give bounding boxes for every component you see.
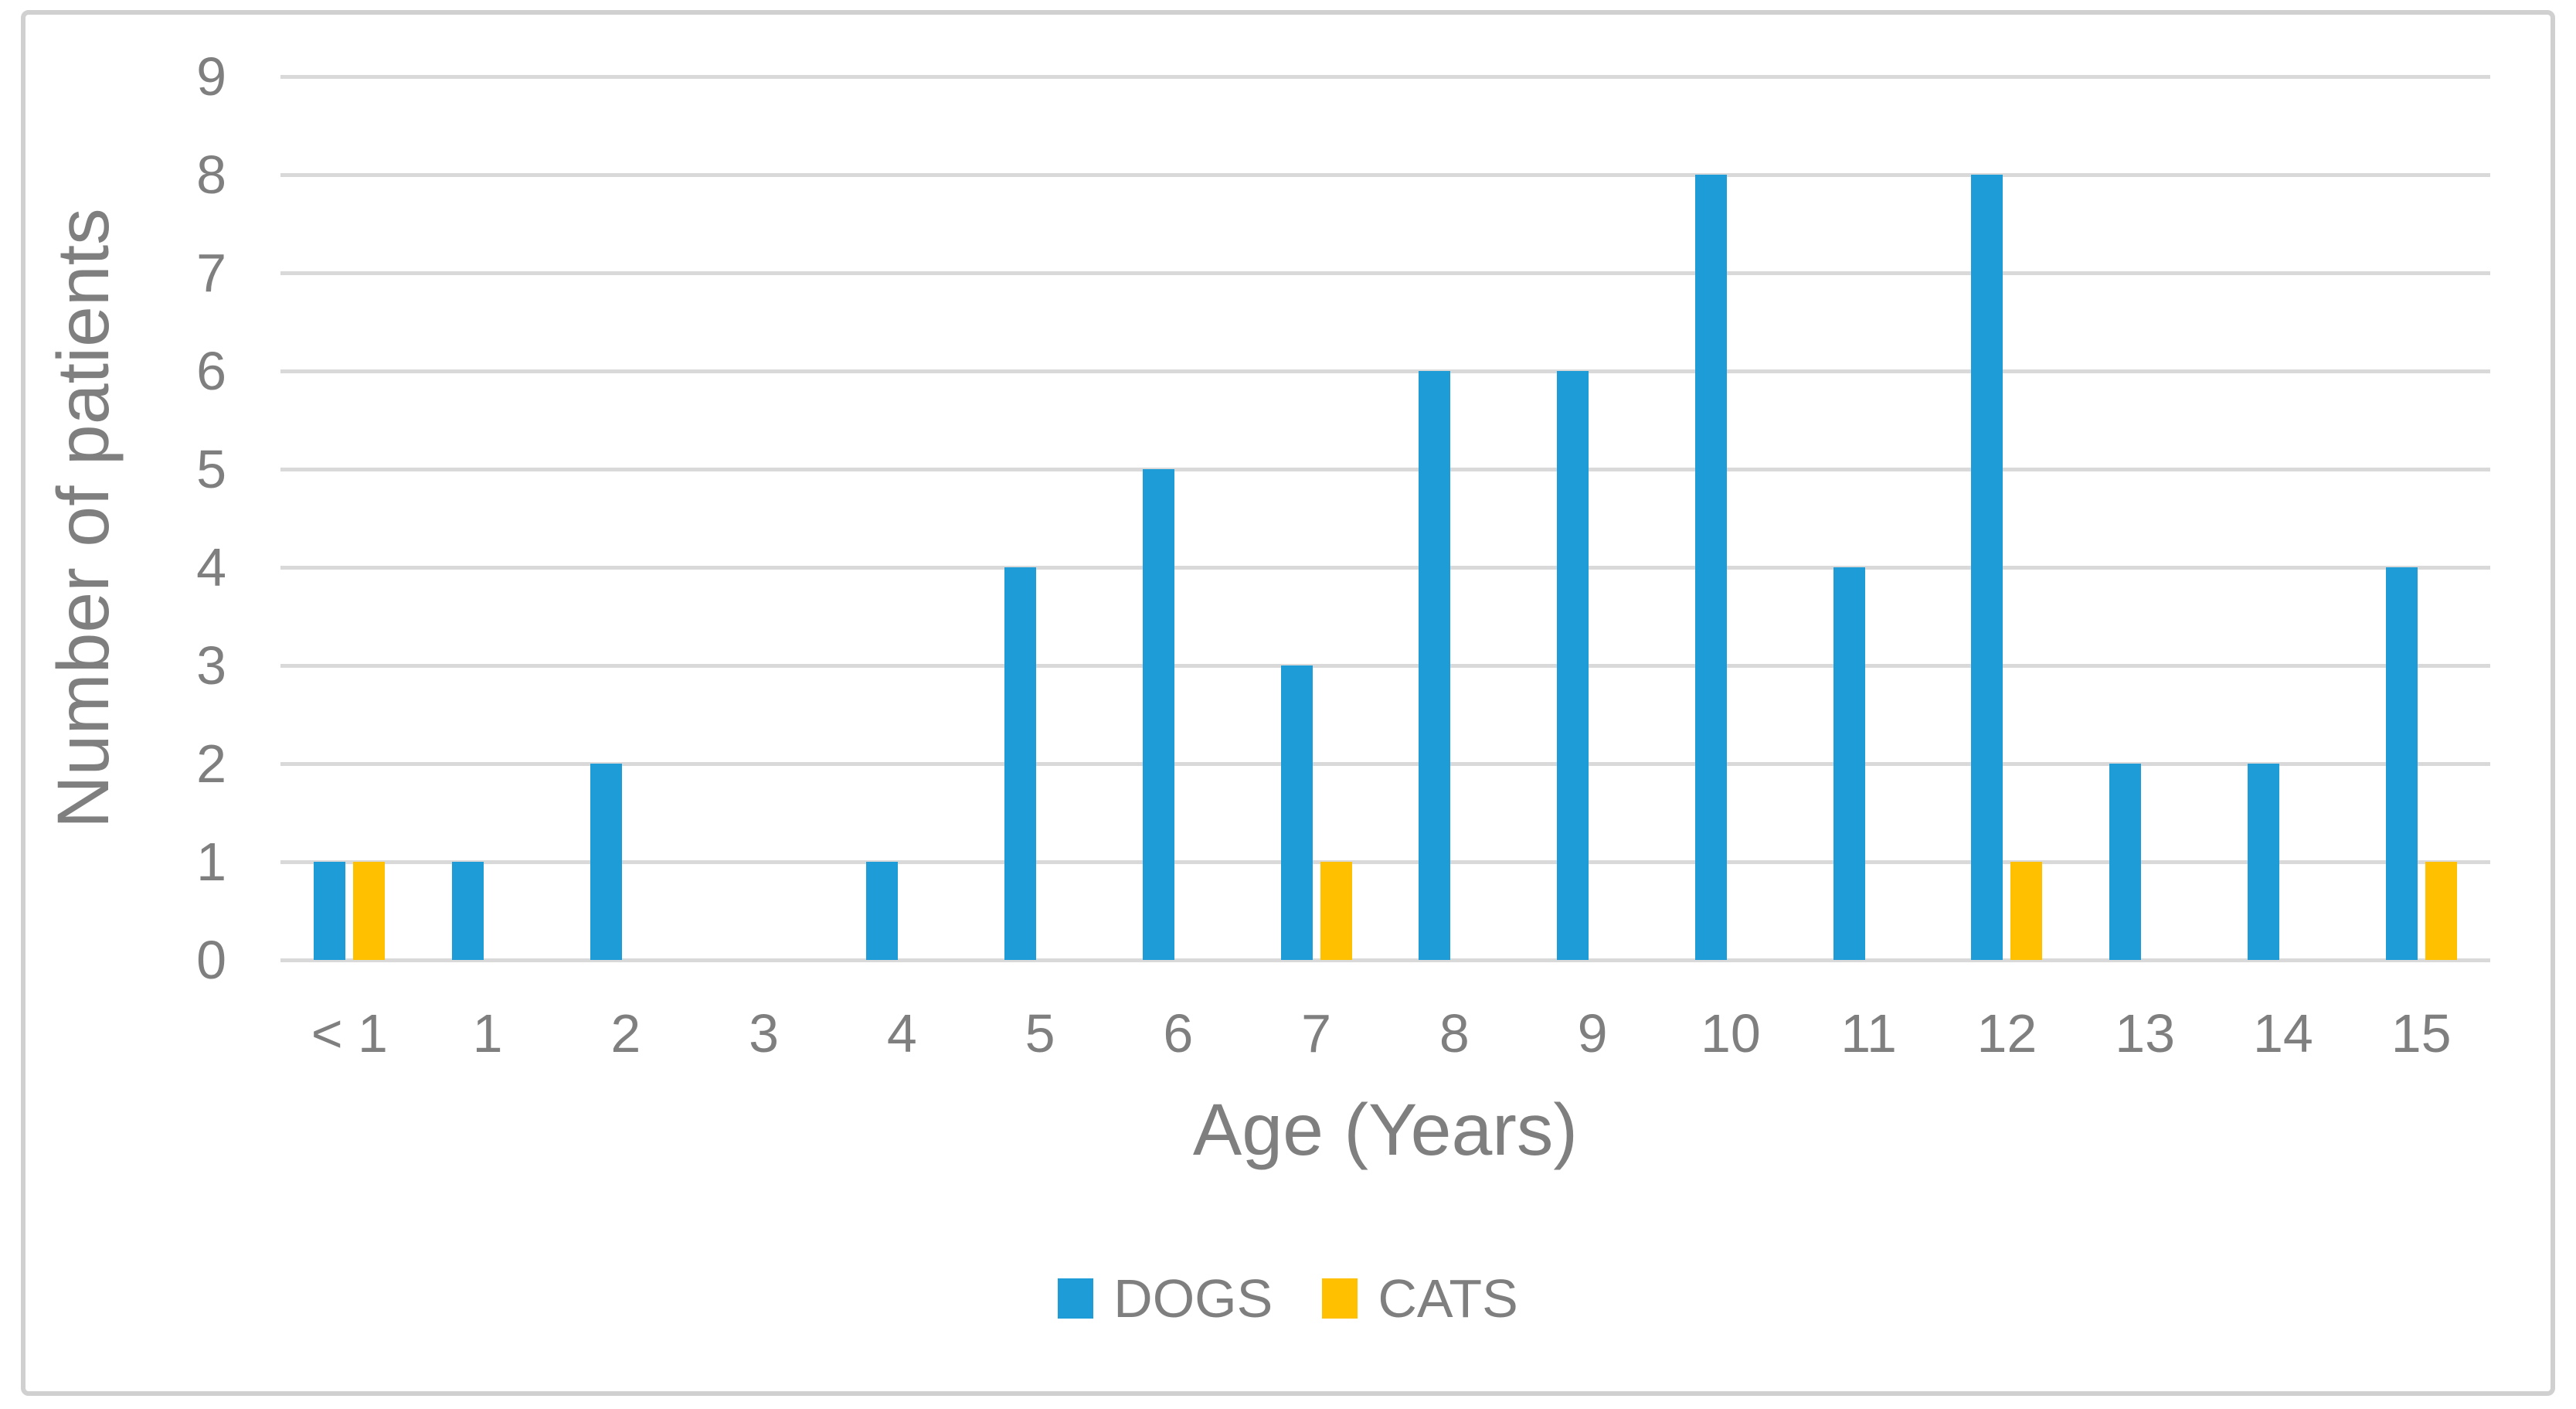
gridline-y0	[280, 958, 2490, 962]
x-axis-tick-labels: < 1 1 2 3 4 5 6 7 8 9 10 11 12 13 14 15	[280, 1006, 2490, 1061]
legend: DOGS CATS	[0, 1268, 2576, 1329]
legend-label-dogs: DOGS	[1113, 1268, 1273, 1329]
bars-container	[280, 77, 2490, 960]
bar-dogs-6	[1142, 469, 1174, 960]
category-slot-3	[695, 77, 833, 960]
bar-dogs-5	[1004, 567, 1037, 960]
category-slot-13	[2076, 77, 2214, 960]
x-tick-label-11: 11	[1840, 1003, 1897, 1064]
y-axis-tick-labels: 0 1 2 3 4 5 6 7 8 9	[0, 0, 226, 1409]
legend-swatch-dogs	[1058, 1278, 1094, 1319]
x-tick-label-14: 14	[2252, 1003, 2313, 1064]
bar-dogs-11	[1833, 567, 1865, 960]
y-tick-label-1: 1	[196, 832, 226, 892]
category-slot-2	[557, 77, 695, 960]
y-tick-label-2: 2	[196, 733, 226, 794]
category-slot-5	[971, 77, 1110, 960]
x-tick-label-5: 5	[1025, 1003, 1055, 1064]
bar-cats-15	[2425, 862, 2457, 960]
bar-dogs-15	[2385, 567, 2418, 960]
bar-dogs-7	[1280, 665, 1313, 960]
bar-cats-7	[1320, 862, 1352, 960]
bar-dogs-12	[1971, 175, 2003, 960]
y-tick-label-7: 7	[196, 243, 226, 303]
y-tick-label-4: 4	[196, 537, 226, 597]
x-tick-label-<1: < 1	[311, 1003, 388, 1064]
legend-label-cats: CATS	[1378, 1268, 1518, 1329]
plot-area	[280, 74, 2490, 962]
bar-dogs-2	[590, 764, 622, 960]
x-tick-label-9: 9	[1577, 1003, 1608, 1064]
bar-dogs-4	[866, 862, 899, 960]
y-tick-label-8: 8	[196, 145, 226, 205]
x-tick-label-13: 13	[2115, 1003, 2176, 1064]
gridline-y7	[280, 271, 2490, 275]
gridline-y1	[280, 859, 2490, 864]
category-slot-10	[1662, 77, 1800, 960]
y-tick-label-3: 3	[196, 635, 226, 696]
x-tick-label-7: 7	[1301, 1003, 1332, 1064]
gridline-y2	[280, 761, 2490, 766]
category-slot-4	[833, 77, 971, 960]
x-axis-title: Age (Years)	[1192, 1089, 1579, 1171]
bar-dogs-8	[1419, 371, 1451, 960]
gridline-y5	[280, 467, 2490, 471]
bar-dogs-13	[2109, 764, 2142, 960]
category-slot-14	[2214, 77, 2353, 960]
bar-dogs-1	[452, 862, 484, 960]
x-tick-label-10: 10	[1700, 1003, 1761, 1064]
gridline-y3	[280, 663, 2490, 668]
y-tick-label-0: 0	[196, 930, 226, 990]
category-slot-7	[1247, 77, 1385, 960]
x-tick-label-6: 6	[1163, 1003, 1194, 1064]
x-tick-label-1: 1	[472, 1003, 503, 1064]
y-tick-label-9: 9	[196, 46, 226, 107]
legend-swatch-cats	[1322, 1278, 1358, 1319]
category-slot-1	[419, 77, 557, 960]
category-slot-15	[2352, 77, 2490, 960]
category-slot-8	[1385, 77, 1524, 960]
bar-dogs-9	[1557, 371, 1589, 960]
category-slot-11	[1799, 77, 1938, 960]
gridline-y8	[280, 172, 2490, 177]
bar-dogs-<1	[314, 862, 346, 960]
bar-dogs-10	[1694, 175, 1727, 960]
x-tick-label-15: 15	[2391, 1003, 2452, 1064]
x-tick-label-4: 4	[886, 1003, 917, 1064]
x-tick-label-2: 2	[610, 1003, 641, 1064]
category-slot-<1	[280, 77, 419, 960]
gridline-y9	[280, 74, 2490, 79]
category-slot-9	[1524, 77, 1662, 960]
gridline-y6	[280, 369, 2490, 373]
bar-cats-<1	[353, 862, 386, 960]
bar-cats-12	[2010, 862, 2043, 960]
legend-item-dogs: DOGS	[1058, 1268, 1273, 1329]
x-tick-label-8: 8	[1439, 1003, 1470, 1064]
category-slot-12	[1938, 77, 2076, 960]
y-tick-label-6: 6	[196, 341, 226, 401]
y-tick-label-5: 5	[196, 439, 226, 499]
bar-dogs-14	[2247, 764, 2279, 960]
x-tick-label-3: 3	[749, 1003, 780, 1064]
x-tick-label-12: 12	[1976, 1003, 2037, 1064]
legend-item-cats: CATS	[1322, 1268, 1518, 1329]
category-slot-6	[1110, 77, 1248, 960]
gridline-y4	[280, 565, 2490, 570]
